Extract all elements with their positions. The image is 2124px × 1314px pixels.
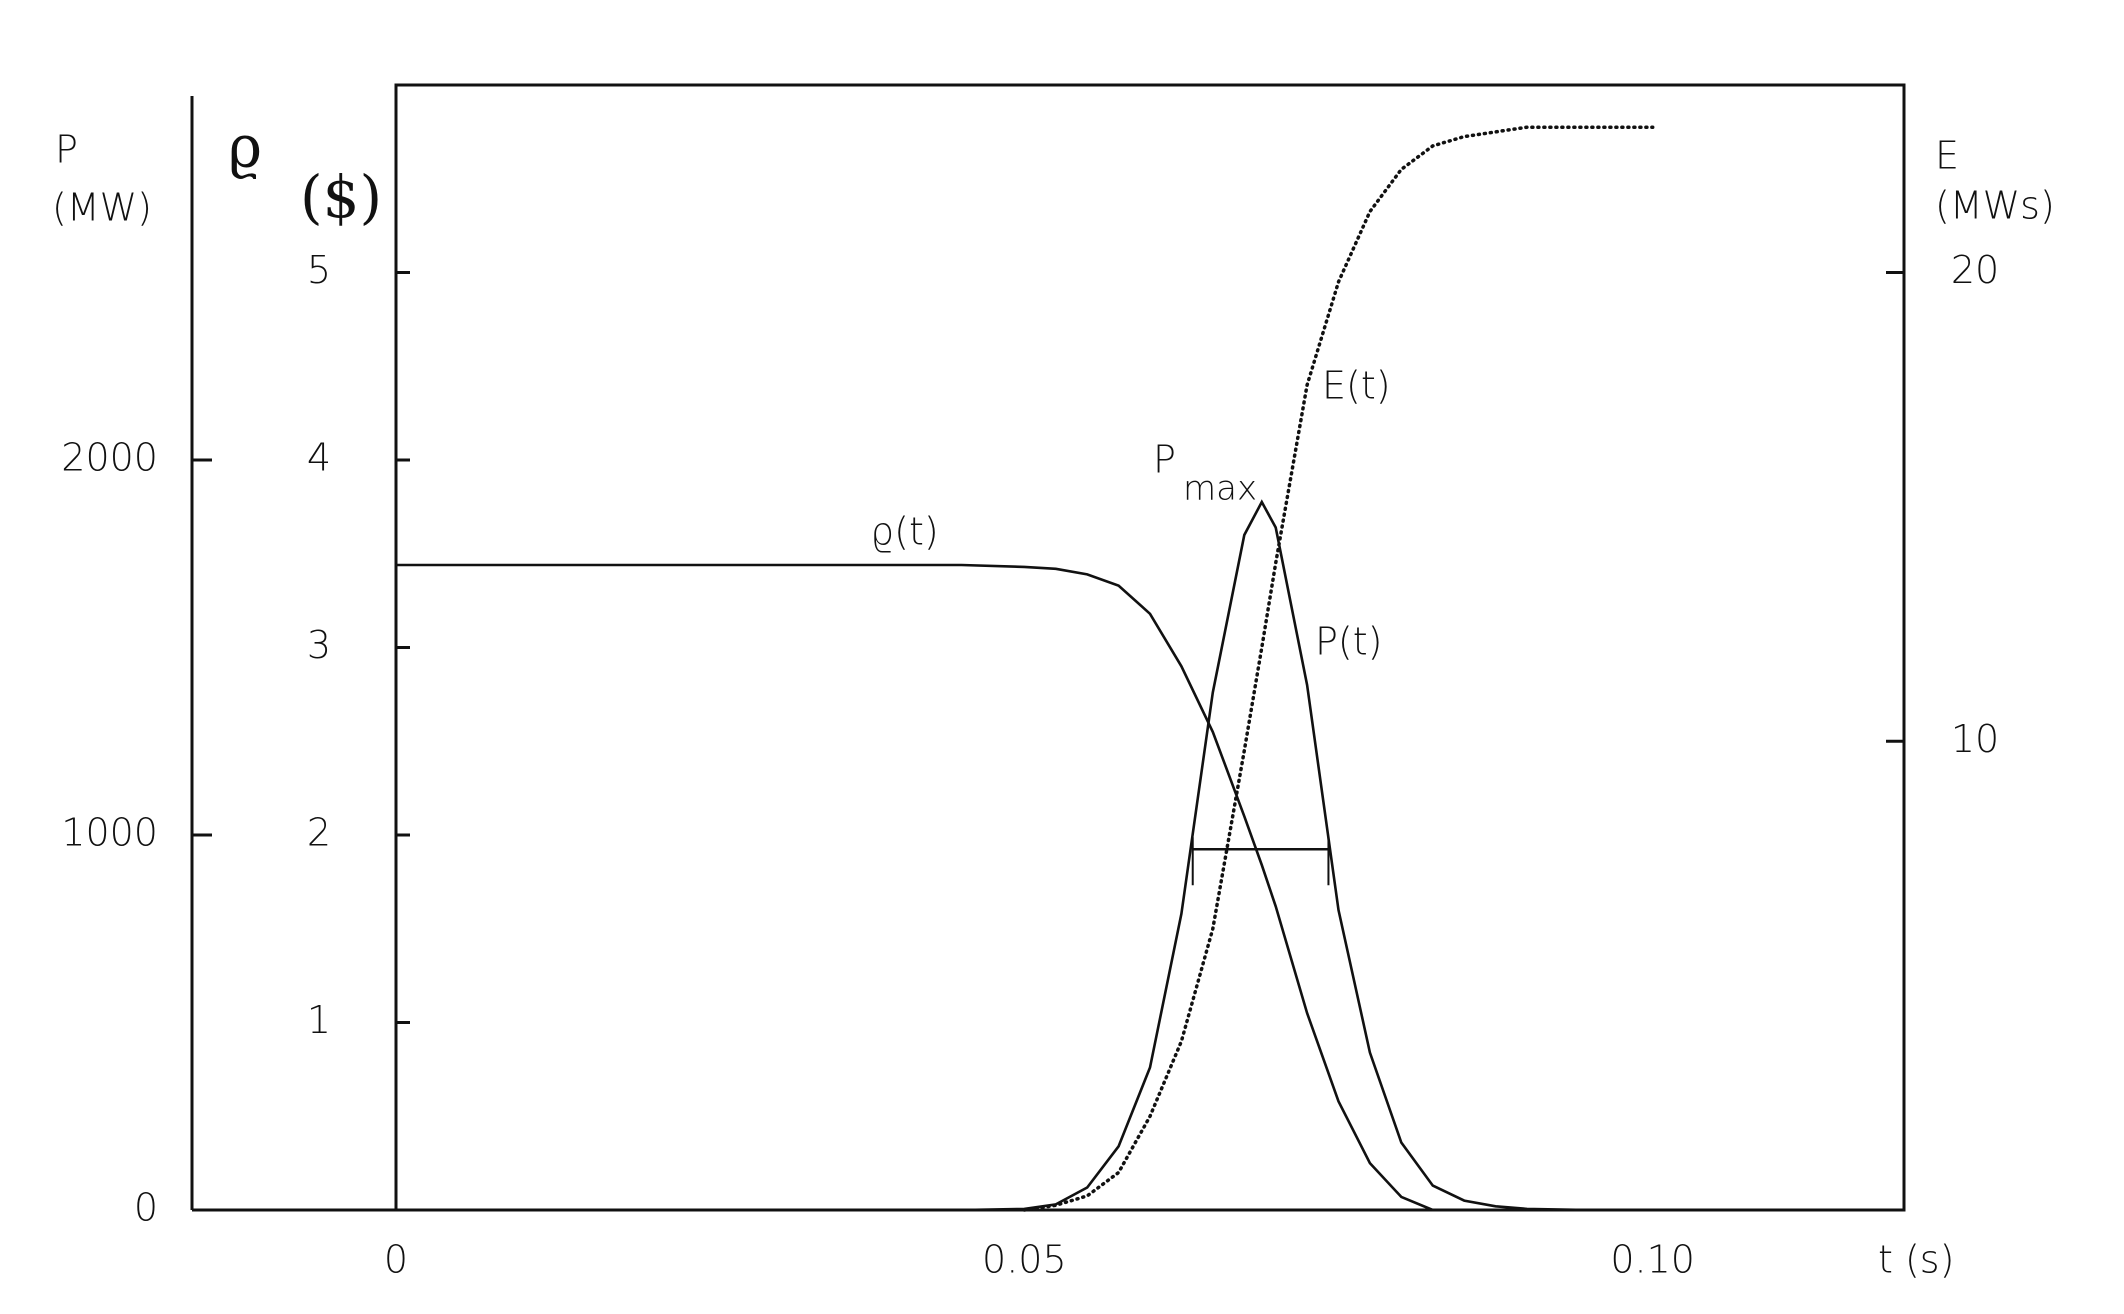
series-label: E(t) [1322, 364, 1391, 408]
x-tick-label: 0 [384, 1238, 408, 1282]
rho-tick-label: 1 [307, 998, 331, 1042]
x-tick-label: 0.10 [1610, 1238, 1695, 1282]
series-label: P(t) [1315, 620, 1382, 664]
series-line [394, 563, 1435, 1212]
x-tick-label: 0.05 [982, 1238, 1067, 1282]
rho-tick-label: 2 [307, 811, 331, 855]
series-line [394, 499, 1654, 1212]
p-tick-label: 1000 [61, 811, 158, 855]
e-tick-label: 10 [1951, 717, 1999, 761]
series-label: ϱ(t) [870, 510, 939, 554]
rho-tick-label: 3 [307, 623, 331, 667]
e-tick-label: 20 [1951, 248, 1999, 292]
rho-tick-label: 5 [307, 248, 331, 292]
plot-frame [394, 83, 1906, 1212]
rho-axis-unit: ($) [300, 163, 382, 231]
p-tick-label: 0 [134, 1186, 158, 1230]
p-axis-label: P [55, 128, 78, 172]
e-axis-label: E [1935, 134, 1959, 178]
series-line [1022, 125, 1655, 1212]
rho-axis-label: ϱ [228, 113, 262, 181]
rho-tick-label: 4 [307, 436, 331, 480]
pmax-subscript: max [1183, 469, 1257, 509]
e-axis-unit: (MWs) [1935, 184, 2055, 228]
p-axis-unit: (MW) [52, 186, 152, 230]
x-axis-label: t (s) [1878, 1238, 1954, 1282]
pmax-label: P [1153, 438, 1176, 482]
p-tick-label: 2000 [61, 436, 158, 480]
